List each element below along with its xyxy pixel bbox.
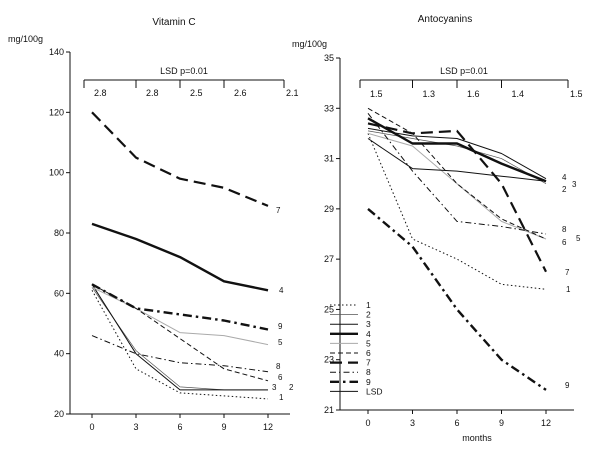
series-end-label: 7 bbox=[565, 268, 570, 277]
y-tick-label: 40 bbox=[54, 349, 64, 359]
series-line-5 bbox=[367, 132, 547, 240]
y-tick-label: 25 bbox=[324, 304, 334, 314]
y-tick-label: 23 bbox=[324, 355, 334, 365]
series-line-1 bbox=[91, 290, 269, 400]
lsd-value: 2.6 bbox=[234, 88, 247, 98]
series-end-label: 9 bbox=[565, 381, 570, 390]
y-tick-label: 31 bbox=[324, 154, 334, 164]
series-line-3 bbox=[367, 127, 547, 180]
legend-entry: 7 bbox=[366, 358, 371, 368]
legend-entry: 9 bbox=[366, 377, 371, 387]
series-line-4 bbox=[91, 222, 269, 292]
y-tick-label: 60 bbox=[54, 288, 64, 298]
legend-entry: 2 bbox=[366, 310, 371, 320]
legend-entry: 8 bbox=[366, 367, 371, 377]
lsd-value: 1.6 bbox=[467, 89, 480, 99]
lsd-bracket: LSD p=0.01 1.5 1.3 1.6 1.4 1.5 bbox=[359, 66, 583, 99]
x-tick-label: 6 bbox=[454, 418, 459, 428]
y-axis-label: mg/100g bbox=[292, 39, 327, 49]
y-tick-label: 27 bbox=[324, 254, 334, 264]
y-tick-label: 140 bbox=[49, 47, 64, 57]
series-end-label: 3 bbox=[572, 180, 577, 189]
y-tick-label: 100 bbox=[49, 168, 64, 178]
series-end-label: 3 bbox=[272, 383, 277, 392]
x-tick-label: 12 bbox=[263, 422, 273, 432]
series-end-label: 8 bbox=[562, 225, 567, 234]
series-end-label: 5 bbox=[278, 338, 283, 347]
series-line-lsd bbox=[367, 138, 547, 182]
legend-entry: LSD bbox=[366, 386, 383, 396]
x-tick-label: 9 bbox=[499, 418, 504, 428]
y-tick-label: 33 bbox=[324, 103, 334, 113]
series-line-5 bbox=[91, 286, 269, 346]
lsd-bracket: LSD p=0.01 2.8 2.8 2.5 2.6 2.1 bbox=[83, 66, 299, 98]
lsd-value: 2.8 bbox=[94, 88, 107, 98]
legend-entry: 3 bbox=[366, 319, 371, 329]
x-tick-label: 3 bbox=[133, 422, 138, 432]
series-end-label: 6 bbox=[562, 238, 567, 247]
lsd-value: 2.8 bbox=[146, 88, 159, 98]
series-line-9 bbox=[91, 283, 269, 331]
y-tick-label: 21 bbox=[324, 405, 334, 415]
series-end-label: 2 bbox=[289, 383, 294, 392]
lsd-value: 1.4 bbox=[512, 89, 525, 99]
series-line-8 bbox=[91, 335, 269, 373]
x-tick-label: 9 bbox=[221, 422, 226, 432]
series-end-label: 8 bbox=[276, 362, 281, 371]
lsd-title: LSD p=0.01 bbox=[440, 66, 488, 76]
series-end-label: 1 bbox=[566, 285, 571, 294]
y-tick-label: 80 bbox=[54, 228, 64, 238]
legend-entry: 4 bbox=[366, 329, 371, 339]
series-end-label: 1 bbox=[279, 393, 284, 402]
lsd-value: 1.5 bbox=[370, 89, 383, 99]
series-end-label: 6 bbox=[278, 373, 283, 382]
series-end-label: 7 bbox=[276, 206, 281, 215]
lsd-value: 1.3 bbox=[423, 89, 436, 99]
series-line-8 bbox=[367, 112, 547, 235]
y-tick-label: 29 bbox=[324, 204, 334, 214]
series-line-9 bbox=[367, 207, 547, 391]
series-line-3 bbox=[91, 284, 268, 391]
series-line-6 bbox=[367, 107, 547, 240]
series-line-1 bbox=[367, 133, 547, 290]
lsd-value: 1.5 bbox=[570, 89, 583, 99]
legend-entry: 6 bbox=[366, 348, 371, 358]
series-end-label: 2 bbox=[562, 185, 567, 194]
lsd-value: 2.1 bbox=[286, 88, 299, 98]
series-line-7 bbox=[367, 122, 547, 273]
x-axis-label: months bbox=[462, 433, 492, 443]
series-end-label: 4 bbox=[562, 173, 567, 182]
x-tick-label: 0 bbox=[89, 422, 94, 432]
y-tick-label: 20 bbox=[54, 409, 64, 419]
x-tick-label: 6 bbox=[177, 422, 182, 432]
legend-entry: 1 bbox=[366, 300, 371, 310]
lsd-value: 2.5 bbox=[190, 88, 203, 98]
series-line-7 bbox=[91, 111, 269, 207]
series-end-label: 5 bbox=[576, 234, 581, 243]
y-tick-label: 35 bbox=[324, 53, 334, 63]
x-tick-label: 3 bbox=[410, 418, 415, 428]
lsd-title: LSD p=0.01 bbox=[160, 66, 208, 76]
series-end-label: 9 bbox=[278, 322, 283, 331]
series-line-2 bbox=[91, 287, 268, 391]
y-axis-label: mg/100g bbox=[8, 34, 43, 44]
legend-entry: 5 bbox=[366, 338, 371, 348]
x-tick-label: 0 bbox=[365, 418, 370, 428]
chart-title: Antocyanins bbox=[418, 14, 472, 25]
series-line-4 bbox=[367, 117, 547, 183]
chart-title: Vitamin C bbox=[152, 17, 195, 28]
series-end-label: 4 bbox=[279, 286, 284, 295]
x-tick-label: 12 bbox=[541, 418, 551, 428]
y-tick-label: 120 bbox=[49, 107, 64, 117]
